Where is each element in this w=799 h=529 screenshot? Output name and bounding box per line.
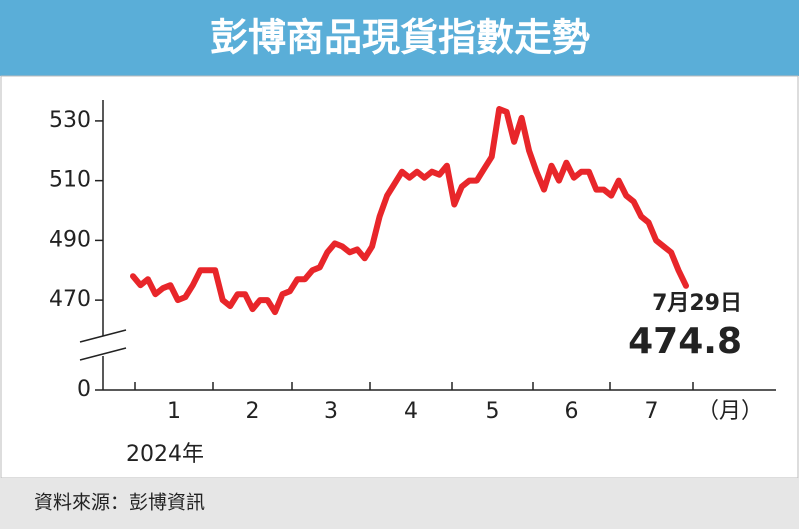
break-mark — [79, 347, 127, 361]
x-tick-label: 4 — [404, 399, 418, 424]
chart-title: 彭博商品現貨指數走勢 — [210, 16, 590, 60]
footer — [0, 478, 799, 529]
x-tick-label: 6 — [565, 399, 579, 424]
y-tick-label: 510 — [49, 168, 91, 193]
x-unit: （月） — [697, 399, 763, 424]
break-gap — [78, 336, 128, 356]
x-tick-label: 2 — [246, 399, 260, 424]
line — [130, 106, 689, 316]
year-label: 2024年 — [126, 442, 204, 467]
x-tick-label: 3 — [324, 399, 338, 424]
x-tick-label: 7 — [645, 399, 659, 424]
y-tick-label: 530 — [49, 108, 91, 133]
source: 資料來源：彭博資訊 — [34, 492, 205, 514]
y-tick-label: 470 — [49, 287, 91, 312]
y-tick-label: 490 — [49, 227, 91, 252]
break-mark — [79, 329, 127, 343]
y-tick-label: 0 — [77, 377, 91, 402]
annotation-value: 474.8 — [628, 321, 742, 362]
x-tick-label: 1 — [167, 399, 181, 424]
title-banner — [0, 0, 799, 76]
x-tick-label: 5 — [486, 399, 500, 424]
annotation-date: 7月29日 — [652, 291, 742, 316]
